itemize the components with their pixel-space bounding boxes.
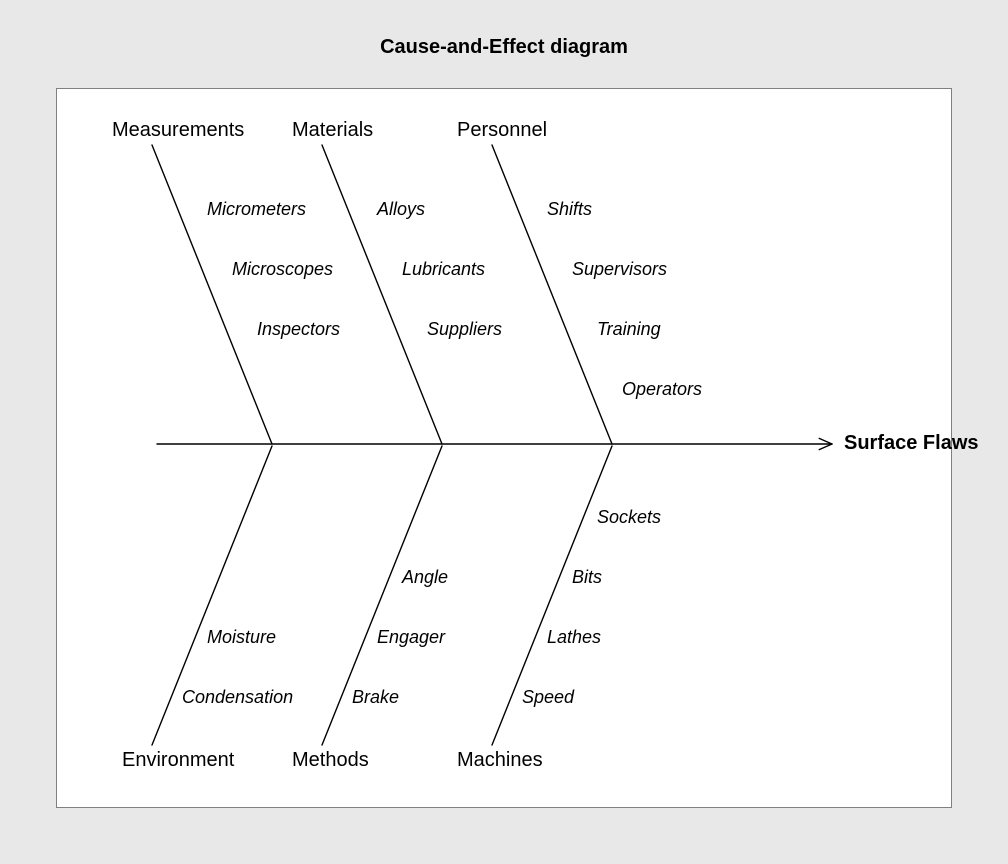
category-label: Methods (292, 749, 369, 772)
cause-label: Training (597, 319, 661, 340)
cause-label: Alloys (377, 199, 425, 220)
cause-label: Micrometers (207, 199, 306, 220)
category-label: Personnel (457, 119, 547, 142)
cause-label: Lathes (547, 627, 601, 648)
cause-label: Shifts (547, 199, 592, 220)
chart-panel: Surface Flaws MeasurementsMicrometersMic… (56, 88, 952, 808)
cause-label: Engager (377, 627, 445, 648)
category-label: Materials (292, 119, 373, 142)
category-label: Environment (122, 749, 234, 772)
cause-label: Angle (402, 567, 448, 588)
cause-label: Microscopes (232, 259, 333, 280)
cause-label: Speed (522, 687, 574, 708)
cause-label: Moisture (207, 627, 276, 648)
chart-title: Cause-and-Effect diagram (0, 36, 1008, 59)
cause-label: Lubricants (402, 259, 485, 280)
cause-label: Bits (572, 567, 602, 588)
cause-label: Sockets (597, 507, 661, 528)
cause-label: Supervisors (572, 259, 667, 280)
cause-label: Inspectors (257, 319, 340, 340)
category-label: Machines (457, 749, 543, 772)
cause-label: Brake (352, 687, 399, 708)
effect-label: Surface Flaws (844, 432, 979, 455)
category-label: Measurements (112, 119, 244, 142)
cause-label: Operators (622, 379, 702, 400)
cause-label: Suppliers (427, 319, 502, 340)
cause-label: Condensation (182, 687, 293, 708)
